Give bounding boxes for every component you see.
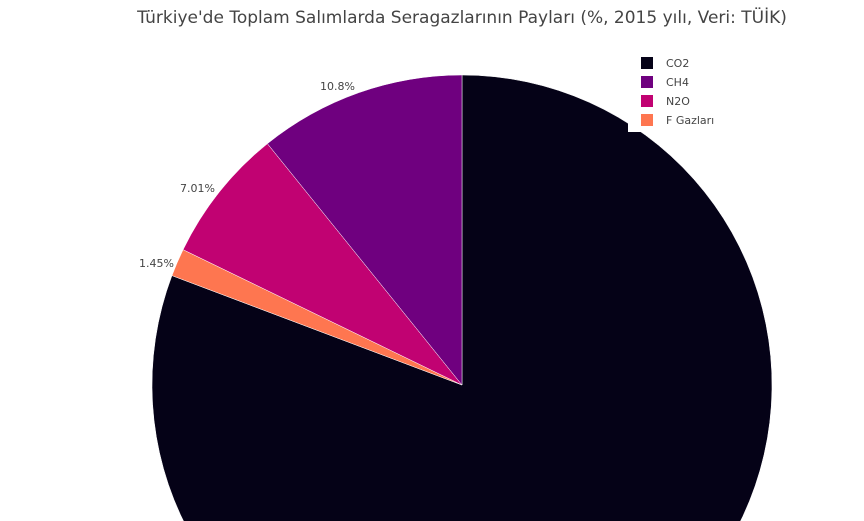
legend-swatch-ch4 — [641, 76, 653, 88]
pie-slice-n2o[interactable] — [182, 143, 463, 386]
legend-item-co2[interactable]: CO2 — [628, 54, 689, 72]
slice-label-ch4: 10.8% — [320, 80, 355, 93]
chart-title: Türkiye'de Toplam Salımlarda Seragazları… — [137, 8, 787, 28]
legend-item-f-gazlari[interactable]: F Gazları — [628, 111, 714, 129]
legend-swatch-n2o — [641, 95, 653, 107]
legend-swatch-f-gazlari — [641, 114, 653, 126]
legend-label: CH4 — [666, 75, 689, 89]
legend-item-n2o[interactable]: N2O — [628, 92, 690, 110]
legend-swatch-co2 — [641, 57, 653, 69]
pie-slice-co2[interactable] — [151, 74, 773, 521]
legend: CO2 CH4 N2O F Gazları — [628, 52, 728, 132]
legend-item-ch4[interactable]: CH4 — [628, 73, 689, 91]
legend-label: CO2 — [666, 56, 690, 70]
slice-label-n2o: 7.01% — [180, 182, 215, 195]
legend-label: F Gazları — [666, 113, 715, 127]
slice-label-f-gazlari: 1.45% — [139, 257, 174, 270]
legend-label: N2O — [666, 94, 690, 108]
pie-slice-ch4[interactable] — [267, 74, 463, 386]
